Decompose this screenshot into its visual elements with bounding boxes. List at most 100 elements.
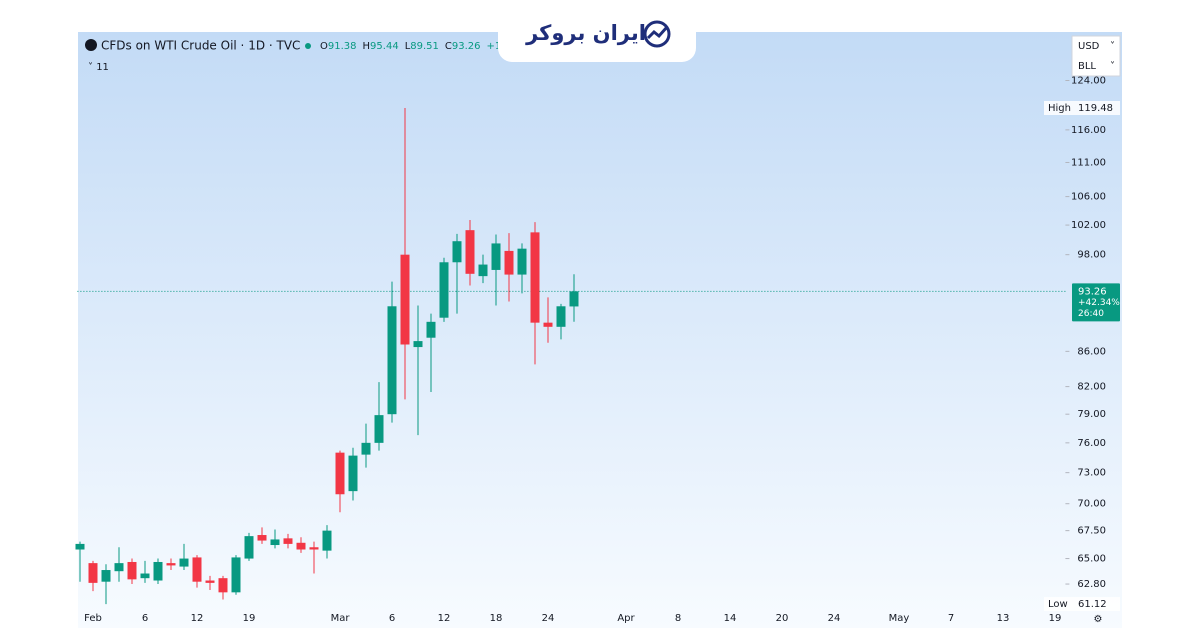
unit-box[interactable]: [1071, 35, 1121, 77]
x-tick-label: 24: [542, 613, 555, 624]
symbol-icon: [85, 39, 97, 51]
candle-body: [270, 539, 280, 546]
y-tick-label: 76.00: [1077, 438, 1106, 449]
candle-body: [530, 232, 540, 323]
extreme-marker-label: High: [1048, 103, 1071, 114]
candle-body: [231, 557, 241, 593]
candle-body: [543, 322, 553, 327]
ohlc-key: C: [445, 41, 452, 52]
y-tick-label: 65.00: [1077, 554, 1106, 565]
y-tick-label: 106.00: [1071, 192, 1106, 203]
x-tick-label: 24: [828, 613, 841, 624]
y-tick-label: 79.00: [1077, 409, 1106, 420]
candle-body: [478, 264, 488, 277]
candle-body: [504, 250, 514, 275]
ohlc-key: L: [405, 41, 411, 52]
ohlc-value: 89.51: [410, 41, 439, 52]
ohlc-key: O: [320, 41, 328, 52]
ohlc-value: 95.44: [370, 41, 399, 52]
candle-body: [556, 306, 566, 327]
y-tick-label: 82.00: [1077, 382, 1106, 393]
y-tick-label: 111.00: [1071, 157, 1106, 168]
candle-body: [114, 563, 124, 572]
extreme-marker-box: [1044, 100, 1120, 115]
candle-body: [101, 570, 111, 582]
last-price-countdown: 26:40: [1078, 309, 1104, 319]
last-price-change: +42.34%: [1078, 298, 1120, 308]
status-dot: [305, 43, 311, 49]
unit[interactable]: BLL: [1078, 61, 1096, 72]
x-tick-label: Apr: [617, 613, 635, 624]
last-price-value: 93.26: [1078, 286, 1107, 297]
candle-body: [244, 536, 254, 559]
extreme-marker-value: 61.12: [1078, 599, 1107, 610]
logo-icon: [643, 20, 671, 48]
logo-box: [498, 0, 696, 62]
candle-body: [569, 291, 579, 307]
x-tick-label: 12: [191, 613, 204, 624]
candle-body: [491, 243, 501, 270]
candle-body: [348, 455, 358, 492]
candle-body: [166, 563, 176, 566]
currency[interactable]: USD: [1078, 41, 1100, 52]
candle-body: [127, 561, 137, 580]
candle-body: [140, 573, 150, 579]
x-tick-label: 12: [438, 613, 451, 624]
logo-text: ایران بروکر: [525, 21, 646, 45]
extreme-marker-label: Low: [1048, 599, 1068, 610]
candle-body: [439, 262, 449, 318]
x-tick-label: 14: [724, 613, 737, 624]
candle-body: [192, 557, 202, 582]
candle-body: [374, 415, 384, 443]
candle-body: [361, 442, 371, 455]
x-tick-label: 8: [675, 613, 681, 624]
candle-body: [179, 558, 189, 567]
candle-body: [322, 530, 332, 551]
candle-body: [218, 578, 228, 593]
ohlc-key: H: [363, 41, 371, 52]
y-tick-label: 98.00: [1077, 250, 1106, 261]
x-tick-label: Mar: [331, 613, 351, 624]
x-tick-label: 6: [389, 613, 395, 624]
x-tick-label: 13: [997, 613, 1010, 624]
x-tick-label: May: [889, 613, 910, 624]
candle-body: [387, 306, 397, 415]
candle-body: [335, 452, 345, 495]
y-tick-label: 67.50: [1077, 526, 1106, 537]
candle-body: [257, 535, 267, 541]
x-tick-label: 18: [490, 613, 503, 624]
candle-body: [426, 321, 436, 338]
settings-icon[interactable]: ⚙: [1094, 614, 1103, 625]
y-tick-label: 124.00: [1071, 76, 1106, 87]
y-tick-label: 86.00: [1077, 346, 1106, 357]
candle-body: [296, 542, 306, 550]
candle-body: [465, 230, 475, 274]
x-tick-label: 6: [142, 613, 148, 624]
candle-body: [517, 248, 527, 275]
extreme-marker-box: [1044, 597, 1120, 612]
ohlc-value: 93.26: [452, 41, 481, 52]
y-tick-label: 102.00: [1071, 220, 1106, 231]
candle-body: [400, 254, 410, 345]
dropdown-caret: ˅: [1110, 60, 1115, 72]
candle-body: [309, 547, 319, 550]
dropdown-caret: ˅: [1110, 40, 1115, 52]
candle-body: [413, 341, 423, 348]
y-tick-label: 70.00: [1077, 499, 1106, 510]
x-tick-label: 19: [1049, 613, 1062, 624]
indicators-count: 11: [96, 62, 109, 73]
y-tick-label: 62.80: [1077, 579, 1106, 590]
extreme-marker-value: 119.48: [1078, 103, 1113, 114]
x-tick-label: 7: [948, 613, 954, 624]
x-tick-label: Feb: [84, 613, 102, 624]
candle-body: [452, 241, 462, 263]
candle-body: [153, 561, 163, 581]
chart-background: [78, 32, 1122, 628]
candle-body: [88, 563, 98, 583]
chart-title: CFDs on WTI Crude Oil · 1D · TVC: [101, 39, 300, 53]
candle-body: [283, 538, 293, 544]
indicators-toggle[interactable]: ˅ 11: [88, 61, 109, 73]
candle-body: [205, 580, 215, 583]
